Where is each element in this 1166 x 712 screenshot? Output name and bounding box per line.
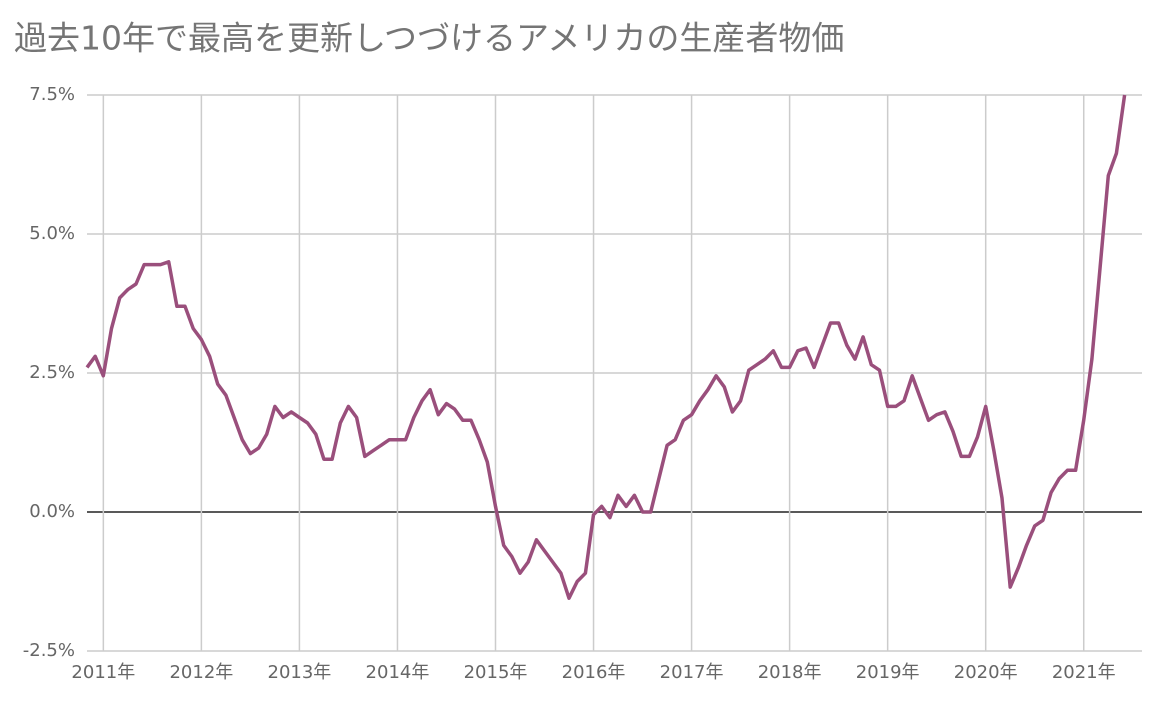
x-tick-label: 2014年 (366, 662, 430, 683)
x-tick-label: 2013年 (268, 662, 332, 683)
x-tick-label: 2011年 (71, 662, 135, 683)
y-tick-label: 7.5% (29, 84, 75, 105)
x-tick-label: 2017年 (660, 662, 724, 683)
x-tick-label: 2012年 (169, 662, 233, 683)
series-line (85, 94, 1127, 600)
x-tick-label: 2015年 (464, 662, 528, 683)
chart-title: 過去10年で最高を更新しつづけるアメリカの生産者物価 (14, 19, 844, 58)
x-tick-label: 2018年 (758, 662, 822, 683)
y-tick-label: -2.5% (23, 640, 75, 661)
y-tick-label: 0.0% (29, 501, 75, 522)
x-tick-label: 2021年 (1052, 662, 1116, 683)
y-tick-label: 2.5% (29, 362, 75, 383)
x-tick-label: 2016年 (562, 662, 626, 683)
y-tick-label: 5.0% (29, 223, 75, 244)
x-tick-label: 2020年 (954, 662, 1018, 683)
x-tick-label: 2019年 (856, 662, 920, 683)
